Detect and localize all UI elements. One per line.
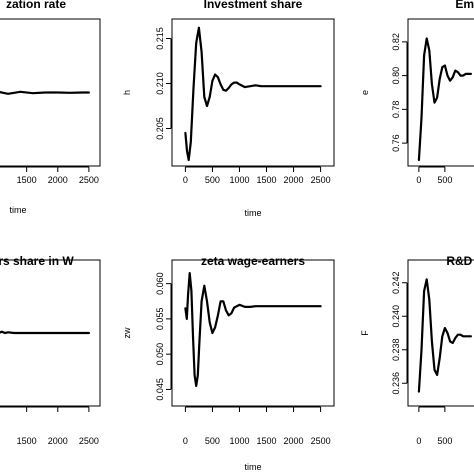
x-tick-label: 2000	[284, 436, 304, 446]
chart-title: zation rate	[6, 0, 66, 11]
panel-5: 0 500 1000 1500 2000 2500 0.045 0.050 0.055 0.060	[155, 259, 335, 446]
chart-title: Investment share	[204, 0, 303, 11]
plot-frame	[0, 259, 101, 407]
y-tick-label: 0.055	[155, 308, 165, 331]
x-tick-label: 0	[416, 436, 421, 446]
x-tick-label: 2000	[284, 175, 304, 185]
panel-3: 0 500 0.76 0.78 0.80 0.82	[391, 18, 474, 185]
y-tick-label: 0.76	[391, 134, 401, 152]
x-axis-label: time	[9, 205, 26, 215]
x-tick-label: 2000	[48, 436, 68, 446]
x-tick-label: 1500	[17, 175, 37, 185]
panel-6: 0 500 0.236 0.238 0.240 0.242	[391, 259, 474, 446]
x-tick-label: 1500	[17, 436, 37, 446]
x-tick-label: 2500	[79, 175, 99, 185]
x-tick-label: 1000	[229, 436, 249, 446]
x-tick-label: 500	[205, 175, 220, 185]
series-line-1	[417, 278, 472, 393]
chart-title: rs share in W	[0, 254, 74, 268]
x-tick-label: 500	[205, 436, 220, 446]
panel-2: 0 500 1000 1500 2000 2500 0.205 0.210 0.215	[155, 18, 335, 185]
chart-title: Empl	[455, 0, 474, 11]
series-line-1	[0, 330, 91, 335]
x-tick-label: 0	[183, 436, 188, 446]
plot-frame	[407, 259, 474, 407]
x-axis-label: time	[244, 208, 261, 218]
y-tick-label: 0.045	[155, 378, 165, 401]
y-tick-label: 0.238	[391, 338, 401, 361]
y-tick-label: 0.80	[391, 67, 401, 85]
chart-title: zeta wage-earners	[201, 254, 305, 268]
y-tick-label: 0.205	[155, 117, 165, 140]
y-tick-label: 0.050	[155, 343, 165, 366]
y-tick-label: 0.215	[155, 27, 165, 50]
y-axis-label: e	[360, 90, 370, 95]
x-tick-label: 2000	[48, 175, 68, 185]
y-tick-label: 0.242	[391, 271, 401, 294]
x-tick-label: 0	[183, 175, 188, 185]
y-tick-label: 0.060	[155, 272, 165, 295]
y-tick-label: 0.210	[155, 72, 165, 95]
x-tick-label: 500	[437, 436, 452, 446]
y-tick-label: 0.236	[391, 372, 401, 395]
series-line-1	[0, 90, 91, 95]
plot-frame	[0, 18, 101, 167]
x-tick-label: 1500	[257, 175, 277, 185]
chart-title: R&D sto	[446, 254, 474, 268]
plot-frame	[407, 18, 474, 167]
series-line-1	[184, 272, 322, 387]
plot-frame	[171, 18, 335, 167]
x-tick-label: 1000	[229, 175, 249, 185]
plot-frame	[171, 259, 335, 407]
y-axis-label: zw	[122, 327, 132, 339]
x-tick-label: 2500	[311, 175, 331, 185]
x-tick-label: 500	[437, 175, 452, 185]
y-axis-label: F	[360, 330, 370, 336]
x-tick-label: 1500	[257, 436, 277, 446]
x-tick-label: 2500	[79, 436, 99, 446]
x-tick-label: 2500	[311, 436, 331, 446]
series-line-1	[184, 26, 322, 162]
x-tick-label: 0	[416, 175, 421, 185]
y-tick-label: 0.78	[391, 101, 401, 119]
y-axis-label: h	[122, 90, 132, 95]
y-tick-label: 0.240	[391, 305, 401, 328]
series-line-1	[417, 37, 472, 162]
y-tick-label: 0.82	[391, 33, 401, 51]
x-axis-label: time	[244, 462, 261, 472]
